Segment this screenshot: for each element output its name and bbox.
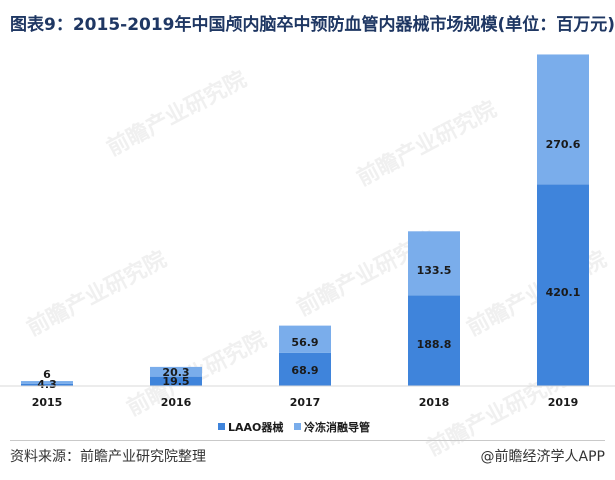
brand-note: @前瞻经济学人APP: [480, 449, 605, 465]
data-label-2019-cryo: 270.6: [546, 138, 581, 151]
bar-2018-cryo: [408, 231, 460, 296]
legend-label-cryo: 冷冻消融导管: [304, 420, 370, 434]
data-label-2017-laao: 68.9: [291, 364, 318, 377]
data-label-2018-cryo: 133.5: [417, 264, 452, 277]
bar-2019-laao: [537, 184, 589, 386]
bar-2019-cryo: [537, 54, 589, 185]
bars: 4.36 19.520.3 68.9 56.9 188.8 133.5 420.1 270.6: [21, 54, 589, 391]
bar-2015-laao: [21, 383, 73, 386]
bar-2015-cryo: [21, 381, 73, 384]
x-tick-label-2018: 2018: [419, 396, 450, 409]
bar-2017-laao: [279, 352, 331, 386]
legend-label-laao: LAAO器械: [228, 420, 283, 434]
data-label-2016-cryo: 20.3: [162, 366, 189, 379]
bar-2018-laao: [408, 295, 460, 386]
bar-2016-cryo: [150, 366, 202, 377]
x-tick-labels: 2015 2016 2017 2018 2019: [32, 396, 579, 409]
data-label-2015-laao: 4.3: [37, 378, 57, 391]
data-label-2018-laao: 188.8: [417, 338, 452, 351]
watermark-text: 前瞻产业研究院: [23, 246, 171, 341]
x-tick-label-2016: 2016: [161, 396, 192, 409]
footer: 资料来源：前瞻产业研究院整理 @前瞻经济学人APP: [10, 446, 605, 470]
x-tick-label-2017: 2017: [290, 396, 321, 409]
bar-2017-cryo: [279, 325, 331, 353]
legend-swatch-cryo: [294, 423, 301, 430]
data-label-2015-cryo: 6: [43, 368, 51, 381]
data-label-2019-laao: 420.1: [546, 286, 581, 299]
legend: LAAO器械 冷冻消融导管: [218, 420, 370, 434]
footer-divider: [10, 440, 605, 441]
x-tick-label-2019: 2019: [548, 396, 579, 409]
watermark-text: 前瞻产业研究院: [353, 96, 501, 191]
data-label-2016-laao: 19.5: [162, 375, 189, 388]
data-label-2017-cryo: 56.9: [291, 336, 318, 349]
watermark-text: 前瞻产业研究院: [103, 66, 251, 161]
x-tick-label-2015: 2015: [32, 396, 63, 409]
legend-swatch-laao: [218, 423, 225, 430]
bar-2016-laao: [150, 376, 202, 386]
source-note: 资料来源：前瞻产业研究院整理: [10, 449, 206, 465]
chart-title: 图表9：2015-2019年中国颅内脑卒中预防血管内器械市场规模(单位：百万元): [10, 15, 615, 35]
